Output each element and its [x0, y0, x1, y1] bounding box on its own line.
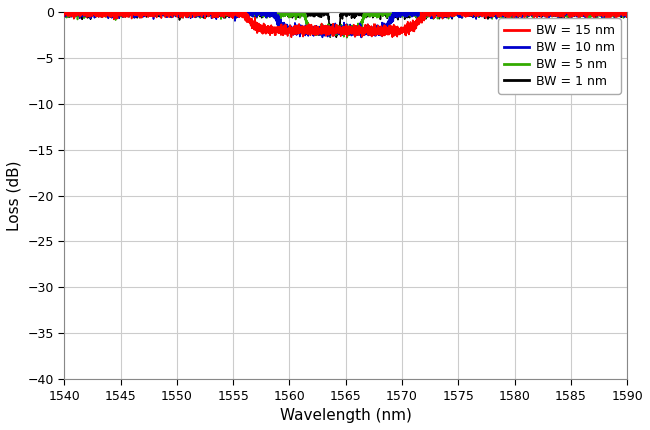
- BW = 5 nm: [60, 9, 68, 15]
- BW = 5 nm: [194, 10, 202, 15]
- BW = 10 nm: [619, 12, 627, 17]
- Line: BW = 10 nm: BW = 10 nm: [64, 12, 627, 37]
- Line: BW = 5 nm: BW = 5 nm: [64, 12, 627, 38]
- BW = 1 nm: [197, 9, 205, 15]
- BW = 1 nm: [60, 9, 68, 15]
- BW = 15 nm: [194, 9, 202, 15]
- BW = 5 nm: [343, 35, 351, 40]
- BW = 10 nm: [358, 35, 365, 40]
- BW = 15 nm: [197, 9, 205, 15]
- BW = 15 nm: [191, 9, 199, 15]
- BW = 15 nm: [623, 9, 631, 15]
- BW = 10 nm: [272, 18, 280, 23]
- BW = 15 nm: [272, 27, 280, 32]
- BW = 1 nm: [191, 13, 199, 18]
- BW = 10 nm: [194, 9, 202, 15]
- BW = 5 nm: [191, 9, 199, 15]
- BW = 1 nm: [332, 34, 340, 40]
- BW = 5 nm: [623, 10, 631, 15]
- BW = 1 nm: [194, 9, 202, 15]
- BW = 5 nm: [313, 27, 320, 32]
- Y-axis label: Loss (dB): Loss (dB): [7, 160, 22, 231]
- BW = 1 nm: [623, 9, 631, 15]
- BW = 1 nm: [619, 12, 627, 17]
- Line: BW = 15 nm: BW = 15 nm: [64, 12, 627, 37]
- BW = 15 nm: [60, 13, 68, 18]
- Line: BW = 1 nm: BW = 1 nm: [64, 12, 627, 37]
- BW = 1 nm: [272, 14, 280, 19]
- X-axis label: Wavelength (nm): Wavelength (nm): [280, 408, 411, 423]
- BW = 10 nm: [623, 9, 631, 15]
- BW = 15 nm: [287, 35, 295, 40]
- BW = 10 nm: [191, 12, 199, 17]
- BW = 5 nm: [619, 9, 627, 15]
- BW = 5 nm: [272, 10, 280, 15]
- BW = 15 nm: [60, 9, 68, 15]
- Legend: BW = 15 nm, BW = 10 nm, BW = 5 nm, BW = 1 nm: BW = 15 nm, BW = 10 nm, BW = 5 nm, BW = …: [498, 18, 621, 94]
- BW = 1 nm: [60, 12, 68, 17]
- BW = 10 nm: [60, 9, 68, 15]
- BW = 1 nm: [313, 9, 320, 15]
- BW = 15 nm: [619, 10, 627, 15]
- BW = 5 nm: [197, 9, 205, 15]
- BW = 15 nm: [313, 29, 320, 34]
- BW = 10 nm: [313, 25, 320, 30]
- BW = 10 nm: [197, 9, 205, 15]
